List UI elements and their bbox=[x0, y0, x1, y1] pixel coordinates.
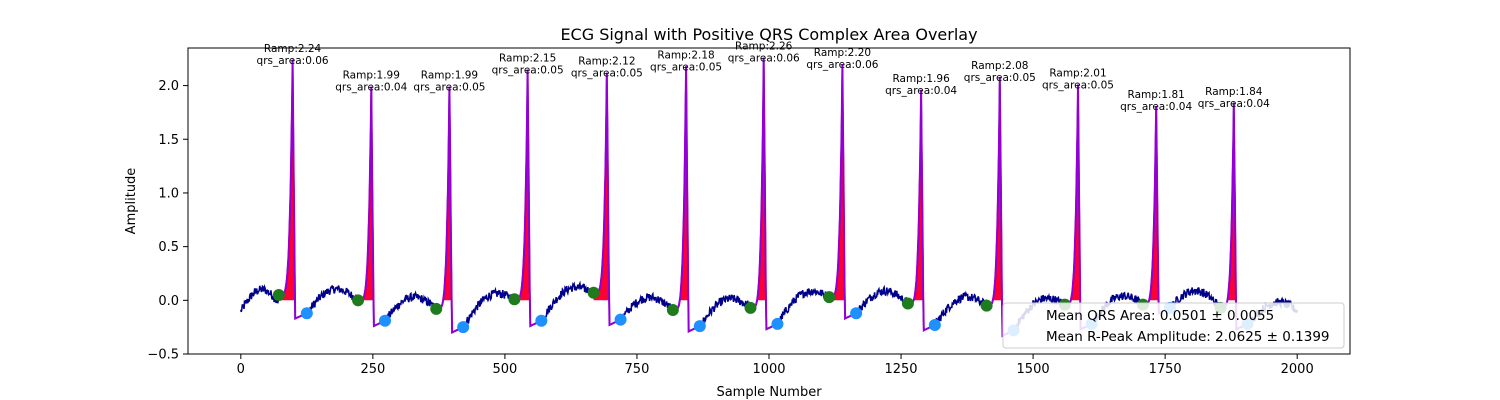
y-axis: −0.5 0.0 0.5 1.0 1.5 2.0 bbox=[147, 79, 188, 363]
r-amplitude-label: Ramp:2.08 bbox=[971, 60, 1028, 72]
qrs-area-label: qrs_area:0.05 bbox=[571, 68, 643, 80]
qrs-area-label: qrs_area:0.04 bbox=[885, 85, 957, 97]
plot-area: Ramp:2.24qrs_area:0.06Ramp:1.99qrs_area:… bbox=[240, 41, 1298, 338]
q-point-marker bbox=[744, 301, 757, 314]
r-amplitude-label: Ramp:1.84 bbox=[1205, 86, 1263, 98]
q-point-marker bbox=[980, 299, 993, 312]
annotation-group: Ramp:2.24qrs_area:0.06Ramp:1.99qrs_area:… bbox=[257, 41, 1271, 113]
q-point-marker bbox=[587, 286, 600, 299]
s-point-marker bbox=[771, 317, 784, 330]
x-axis: 0 250 500 750 1000 1250 1500 1750 2000 bbox=[237, 354, 1314, 377]
r-amplitude-label: Ramp:1.81 bbox=[1128, 89, 1185, 101]
qrs-area-label: qrs_area:0.05 bbox=[1042, 80, 1114, 92]
r-amplitude-label: Ramp:2.15 bbox=[499, 52, 556, 64]
s-point-marker bbox=[850, 307, 863, 320]
q-point-marker bbox=[508, 293, 521, 306]
x-tick-label: 0 bbox=[237, 362, 245, 377]
r-amplitude-label: Ramp:2.01 bbox=[1049, 68, 1106, 80]
s-point-marker bbox=[300, 307, 313, 320]
q-point-marker bbox=[352, 294, 365, 307]
legend-entry-qrs-area: Mean QRS Area: 0.0501 ± 0.0055 bbox=[1046, 308, 1274, 324]
qrs-area-label: qrs_area:0.06 bbox=[728, 53, 800, 65]
r-amplitude-label: Ramp:2.18 bbox=[657, 49, 714, 61]
r-amplitude-label: Ramp:2.20 bbox=[814, 47, 871, 59]
s-point-marker bbox=[693, 320, 706, 333]
y-tick-label: 0.0 bbox=[158, 294, 179, 309]
q-point-marker bbox=[430, 302, 443, 315]
y-tick-label: 1.5 bbox=[158, 133, 179, 148]
y-tick-label: 0.5 bbox=[158, 240, 179, 255]
x-tick-label: 1250 bbox=[884, 362, 917, 377]
r-amplitude-label: Ramp:2.24 bbox=[264, 43, 322, 55]
qrs-area-label: qrs_area:0.06 bbox=[257, 55, 329, 67]
x-tick-label: 500 bbox=[492, 362, 517, 377]
y-axis-label: Amplitude bbox=[124, 168, 139, 235]
y-tick-label: 2.0 bbox=[158, 79, 179, 94]
legend: Mean QRS Area: 0.0501 ± 0.0055 Mean R-Pe… bbox=[1002, 302, 1345, 349]
x-tick-label: 1500 bbox=[1017, 362, 1050, 377]
q-point-marker bbox=[901, 297, 914, 310]
r-amplitude-label: Ramp:2.12 bbox=[578, 56, 635, 68]
qrs-area-label: qrs_area:0.05 bbox=[413, 82, 485, 94]
x-tick-label: 1750 bbox=[1149, 362, 1182, 377]
qrs-area-label: qrs_area:0.05 bbox=[492, 64, 564, 76]
s-point-marker bbox=[379, 314, 392, 327]
s-point-marker bbox=[457, 321, 470, 334]
x-tick-label: 1000 bbox=[752, 362, 785, 377]
y-tick-label: 1.0 bbox=[158, 186, 179, 201]
qrs-area-label: qrs_area:0.04 bbox=[335, 82, 407, 94]
q-point-marker bbox=[272, 288, 285, 301]
r-amplitude-label: Ramp:1.99 bbox=[421, 70, 478, 82]
r-amplitude-label: Ramp:1.96 bbox=[892, 73, 950, 85]
s-point-marker bbox=[535, 314, 548, 327]
qrs-area-label: qrs_area:0.04 bbox=[1120, 101, 1192, 113]
q-point-marker bbox=[823, 291, 836, 304]
y-tick-label: −0.5 bbox=[147, 348, 179, 363]
q-point-marker bbox=[666, 303, 679, 316]
legend-box bbox=[1002, 302, 1345, 349]
qrs-area-label: qrs_area:0.05 bbox=[650, 61, 722, 73]
chart-title: ECG Signal with Positive QRS Complex Are… bbox=[560, 25, 977, 44]
s-point-marker bbox=[614, 313, 627, 326]
x-tick-label: 2000 bbox=[1281, 362, 1314, 377]
x-tick-label: 750 bbox=[625, 362, 650, 377]
s-point-marker bbox=[928, 319, 941, 332]
legend-entry-r-amplitude: Mean R-Peak Amplitude: 2.0625 ± 0.1399 bbox=[1046, 329, 1330, 345]
r-amplitude-label: Ramp:2.26 bbox=[735, 41, 793, 53]
x-axis-label: Sample Number bbox=[716, 385, 822, 400]
r-amplitude-label: Ramp:1.99 bbox=[343, 70, 400, 82]
qrs-area-label: qrs_area:0.05 bbox=[964, 72, 1036, 84]
x-tick-label: 250 bbox=[360, 362, 385, 377]
qrs-area-label: qrs_area:0.04 bbox=[1198, 98, 1270, 110]
qrs-area-label: qrs_area:0.06 bbox=[806, 59, 878, 71]
